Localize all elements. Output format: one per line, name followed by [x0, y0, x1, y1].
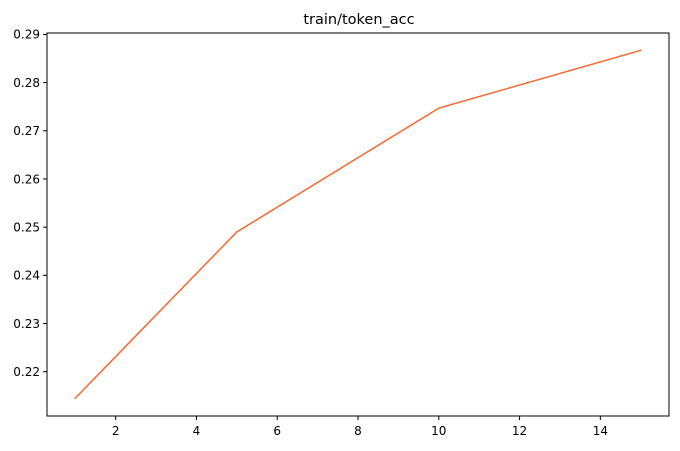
x-tick-label-0: 2 [112, 424, 120, 438]
y-tick-label-5: 0.27 [13, 124, 40, 138]
x-tick-label-6: 14 [593, 424, 608, 438]
series-line-0 [74, 49, 642, 400]
x-tick-label-1: 4 [193, 424, 201, 438]
x-tick-label-4: 10 [431, 424, 446, 438]
y-tick-label-7: 0.29 [13, 28, 40, 42]
y-tick-label-3: 0.25 [13, 220, 40, 234]
y-tick-label-1: 0.23 [13, 317, 40, 331]
x-tick-label-5: 12 [512, 424, 527, 438]
x-tick-label-3: 8 [354, 424, 362, 438]
plot-frame [46, 32, 670, 417]
y-tick-label-6: 0.28 [13, 76, 40, 90]
y-tick-label-2: 0.24 [13, 269, 40, 283]
plot-area: 2 4 6 8 10 12 14 0.22 0.23 0.24 0.25 0.26 0.27 0.28 0.… [13, 28, 670, 438]
x-tick-label-2: 6 [273, 424, 281, 438]
y-tick-label-0: 0.22 [13, 365, 40, 379]
chart-title: train/token_acc [303, 12, 414, 28]
y-tick-label-4: 0.26 [13, 172, 40, 186]
